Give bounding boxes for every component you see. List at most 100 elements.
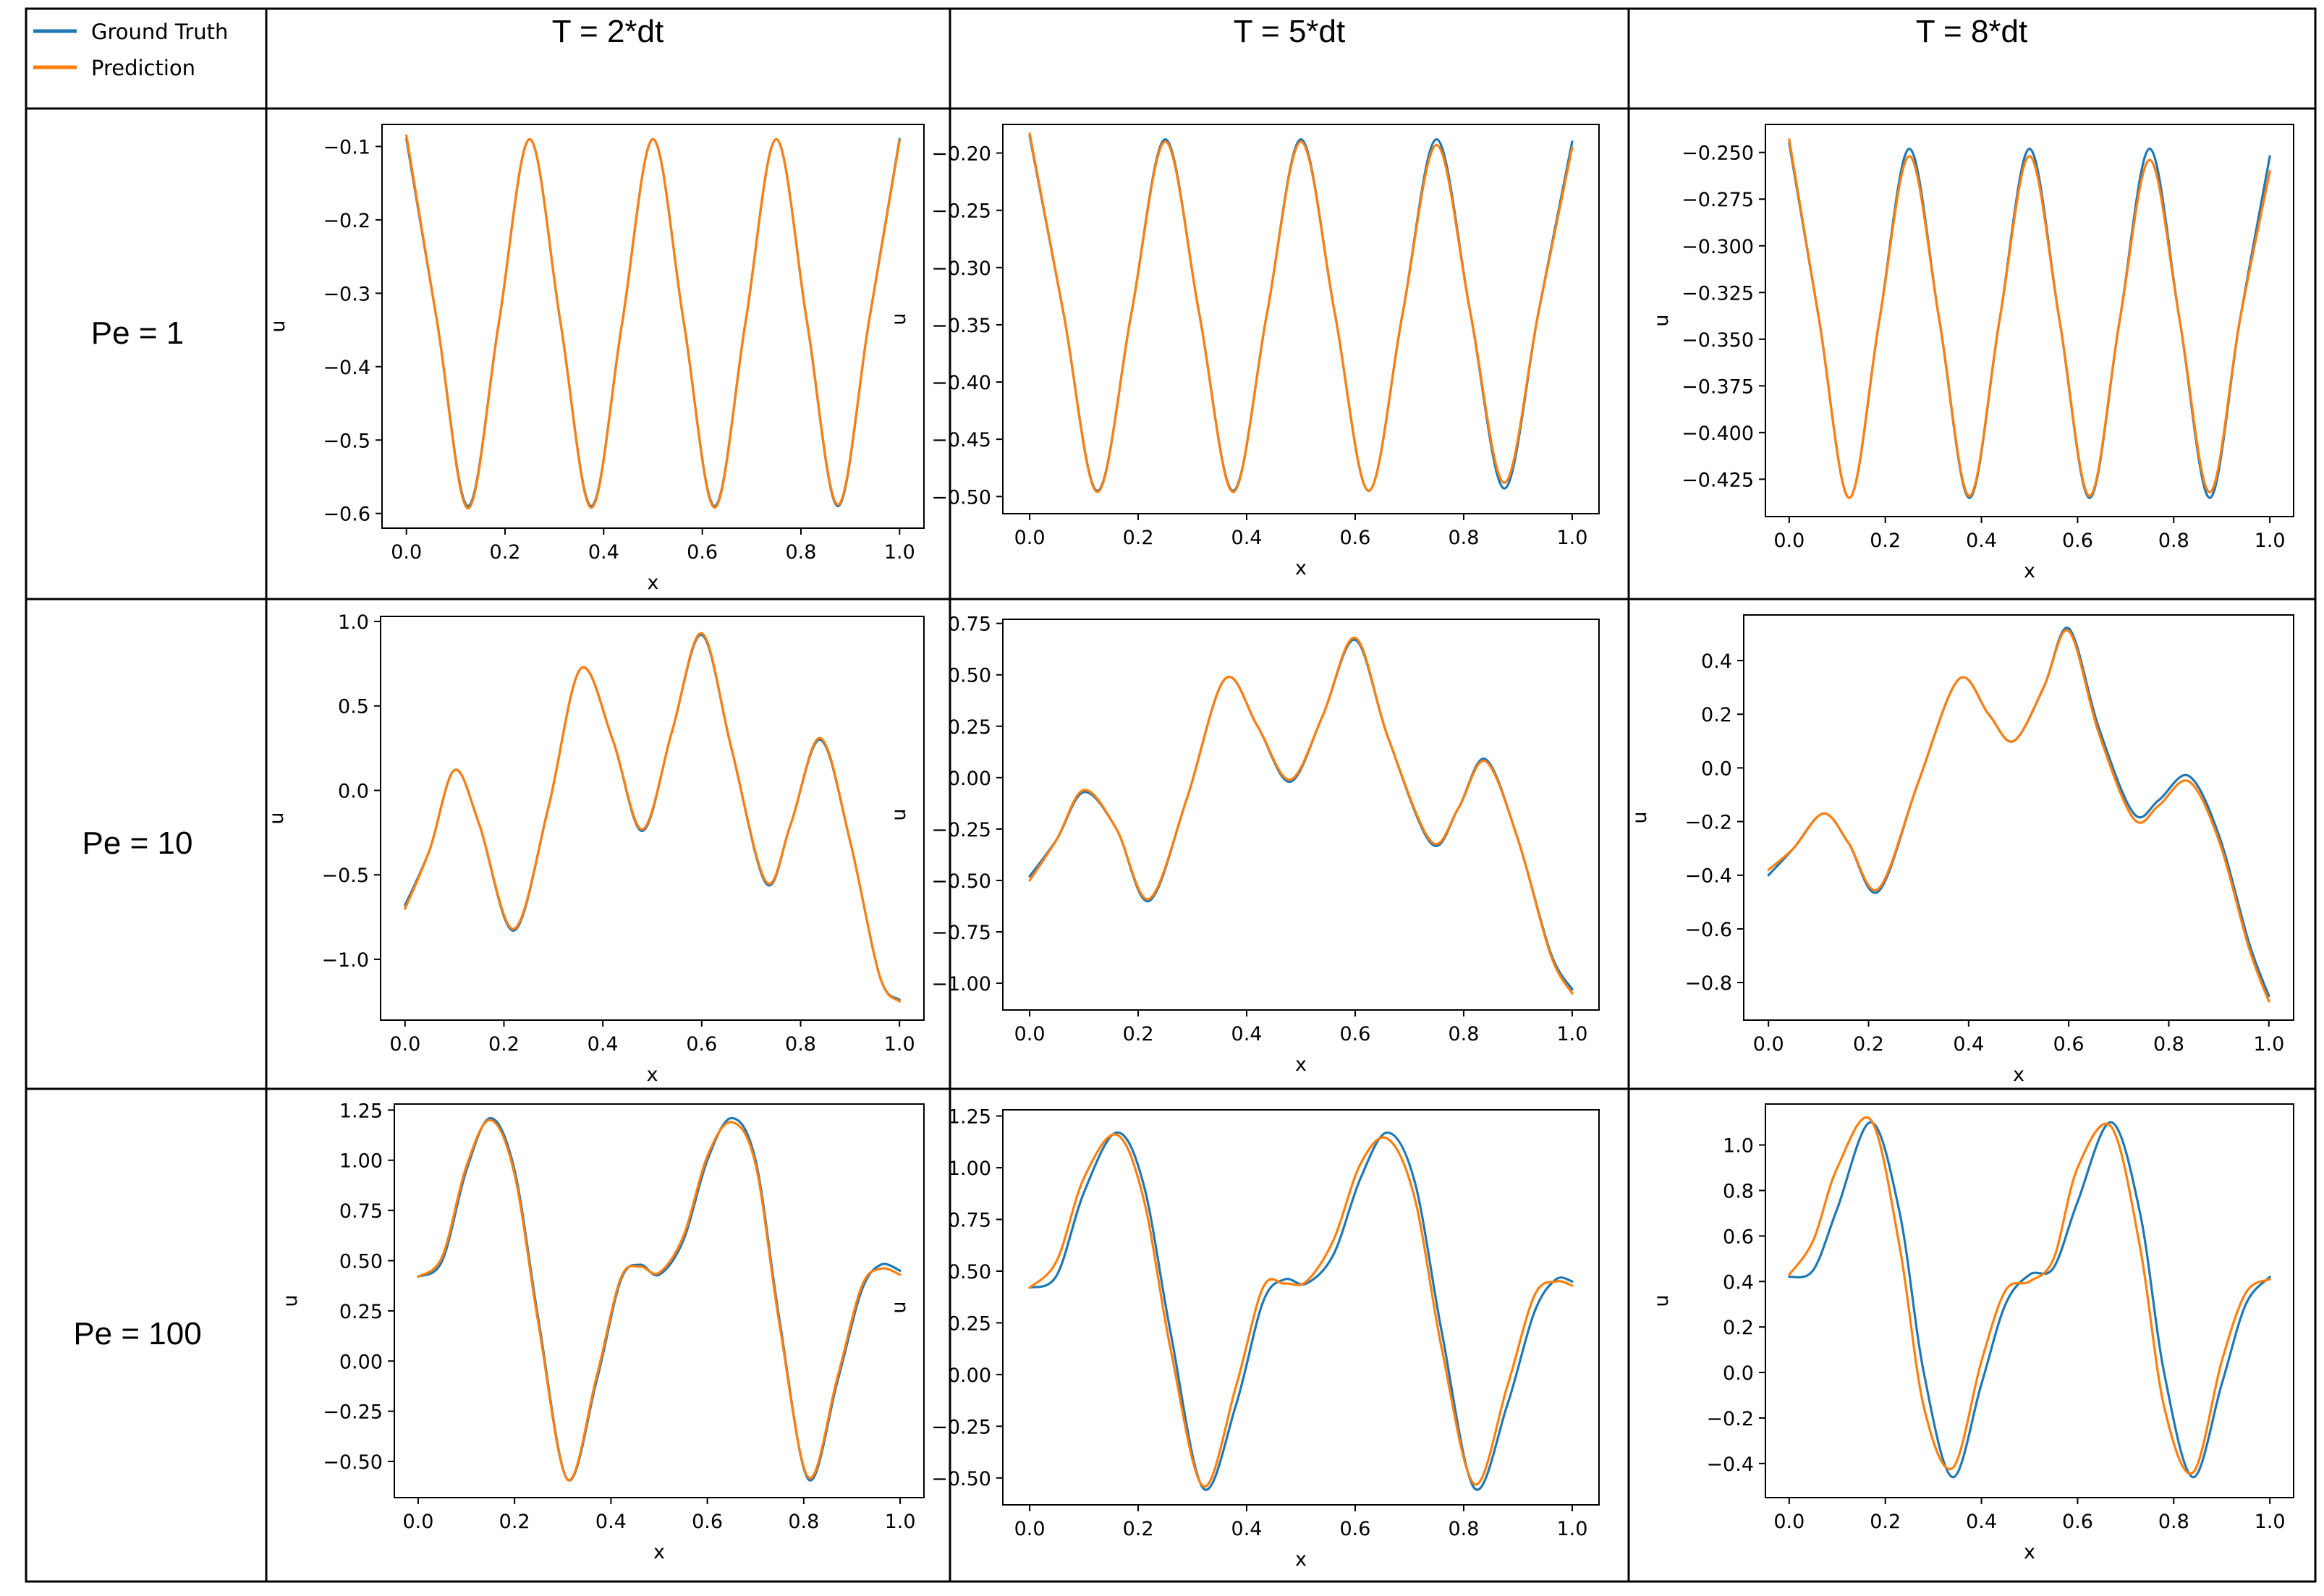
row-header-pe1: Pe = 1 xyxy=(91,315,184,351)
y-tick-label: 0.25 xyxy=(339,1301,383,1323)
y-tick-label: −0.30 xyxy=(931,258,991,280)
x-tick-label: 0.6 xyxy=(686,1033,717,1056)
column-header-t8: T = 8*dt xyxy=(1916,14,2028,49)
y-tick-label: −0.4 xyxy=(1706,1453,1754,1476)
x-tick-label: 0.0 xyxy=(391,541,422,564)
subplot-2-0: 0.0 0.2 0.4 0.6 0.8 1.0 1.25 1.00 0.75 0.50 0.25 0.… xyxy=(279,1100,925,1563)
x-tick-label: 0.8 xyxy=(1448,1023,1479,1045)
subplot-2-2: 0.0 0.2 0.4 0.6 0.8 1.0 1.0 0.8 0.6 0.4 0.2 0.0 −0.2… xyxy=(1650,1103,2294,1563)
y-tick-label: 0.6 xyxy=(1723,1226,1754,1248)
x-tick-label: 0.4 xyxy=(1231,527,1263,549)
y-tick-label: −0.4 xyxy=(1684,865,1732,888)
series-line-ground-truth xyxy=(1028,1131,1574,1491)
y-axis-label: u xyxy=(266,812,288,824)
y-tick-label: −0.25 xyxy=(931,1416,991,1438)
subplot-1-0: 0.0 0.2 0.4 0.6 0.8 1.0 1.0 0.5 0.0 −0.5 −1.0 x u xyxy=(266,611,925,1086)
x-tick-label: 1.0 xyxy=(2255,530,2286,552)
x-axis-label: x xyxy=(647,1064,658,1086)
y-tick-label: 0.0 xyxy=(1701,757,1732,780)
plot-frame xyxy=(1765,1103,2294,1498)
y-tick-label: −0.400 xyxy=(1681,423,1754,445)
y-tick-label: −0.50 xyxy=(323,1451,383,1474)
x-tick-label: 0.0 xyxy=(402,1511,433,1533)
column-header-t5: T = 5*dt xyxy=(1234,14,1346,49)
y-axis-label: u xyxy=(1650,1294,1673,1307)
legend-label-prediction: Prediction xyxy=(91,56,195,80)
y-tick-label: −0.45 xyxy=(931,429,991,451)
y-tick-label: −0.20 xyxy=(931,143,991,166)
x-tick-label: 0.0 xyxy=(1773,530,1805,552)
y-tick-label: −0.300 xyxy=(1681,236,1754,258)
y-tick-label: 0.00 xyxy=(339,1351,383,1373)
y-tick-label: −0.5 xyxy=(323,430,370,452)
subplot-2-1: 0.0 0.2 0.4 0.6 0.8 1.0 1.25 1.00 0.75 0.50 0.25 0.… xyxy=(888,1106,1600,1571)
x-tick-label: 0.8 xyxy=(788,1511,819,1533)
x-tick-label: 1.0 xyxy=(2253,1033,2284,1056)
y-tick-label: 0.50 xyxy=(948,665,991,687)
y-tick-label: 0.75 xyxy=(948,1210,991,1232)
x-tick-label: 0.0 xyxy=(1014,527,1046,549)
y-axis-label: u xyxy=(888,1301,910,1313)
x-tick-label: 0.6 xyxy=(692,1511,723,1533)
y-tick-label: 1.25 xyxy=(339,1100,383,1122)
x-tick-label: 1.0 xyxy=(1556,1023,1587,1045)
x-tick-label: 0.8 xyxy=(1448,527,1479,549)
subplot-1-1: 0.0 0.2 0.4 0.6 0.8 1.0 0.75 0.50 0.25 0.00 −0.25 −… xyxy=(888,614,1600,1076)
series-line-prediction xyxy=(1028,132,1574,493)
plot-frame xyxy=(380,616,925,1021)
x-tick-label: 1.0 xyxy=(1556,527,1587,549)
x-tick-label: 0.2 xyxy=(1123,1518,1154,1540)
x-tick-label: 1.0 xyxy=(884,1033,915,1056)
x-tick-label: 0.6 xyxy=(1340,1518,1371,1540)
row-header-pe100: Pe = 100 xyxy=(73,1316,201,1351)
x-tick-label: 0.4 xyxy=(1966,1511,1997,1533)
y-tick-label: −0.25 xyxy=(931,819,991,841)
y-tick-label: 0.00 xyxy=(948,1364,991,1387)
y-tick-label: 0.8 xyxy=(1723,1180,1754,1202)
x-tick-label: 0.4 xyxy=(588,1033,619,1056)
y-tick-label: −0.50 xyxy=(931,1468,991,1490)
plot-frame xyxy=(1002,1109,1600,1506)
series-line-ground-truth xyxy=(1767,627,2270,998)
series-line-ground-truth xyxy=(1028,638,1574,991)
y-tick-label: −0.2 xyxy=(1706,1408,1754,1430)
x-tick-label: 0.0 xyxy=(1753,1033,1784,1056)
table-gridlines xyxy=(25,7,2317,1583)
series-line-prediction xyxy=(417,1119,902,1482)
plot-frame xyxy=(1002,619,1600,1011)
plot-frame xyxy=(381,124,925,529)
x-tick-label: 0.8 xyxy=(786,541,817,564)
y-tick-label: 0.4 xyxy=(1723,1271,1754,1294)
series-line-prediction xyxy=(1028,636,1574,995)
y-tick-label: 1.0 xyxy=(338,611,369,634)
x-tick-label: 0.0 xyxy=(1773,1511,1805,1533)
y-tick-label: 0.75 xyxy=(948,614,991,636)
series-line-prediction xyxy=(1767,629,2270,1003)
x-axis-label: x xyxy=(1295,1053,1307,1076)
x-tick-label: 0.8 xyxy=(785,1033,816,1056)
y-tick-label: 0.75 xyxy=(339,1200,383,1223)
y-tick-label: −0.35 xyxy=(931,315,991,337)
x-tick-label: 1.0 xyxy=(885,1511,916,1533)
x-axis-label: x xyxy=(2024,1541,2035,1563)
plot-frame xyxy=(394,1103,925,1498)
y-tick-label: 0.4 xyxy=(1701,650,1732,673)
x-axis-label: x xyxy=(2013,1064,2024,1086)
x-tick-label: 0.8 xyxy=(1448,1518,1479,1540)
plot-frame xyxy=(1765,124,2294,517)
y-tick-label: −0.6 xyxy=(323,504,370,526)
y-tick-label: 0.00 xyxy=(948,768,991,790)
series-line-prediction xyxy=(1028,1133,1574,1487)
y-tick-label: −0.75 xyxy=(931,922,991,944)
y-tick-label: 1.0 xyxy=(1723,1135,1754,1158)
y-axis-label: u xyxy=(888,808,910,820)
x-axis-label: x xyxy=(648,572,659,594)
y-tick-label: 0.50 xyxy=(339,1250,383,1273)
x-tick-label: 0.6 xyxy=(687,541,718,564)
x-tick-label: 0.2 xyxy=(1123,1023,1154,1045)
y-axis-label: u xyxy=(888,313,910,325)
y-tick-label: −0.50 xyxy=(931,486,991,509)
y-tick-label: −0.3 xyxy=(323,283,370,305)
y-axis-label: u xyxy=(1650,314,1673,326)
